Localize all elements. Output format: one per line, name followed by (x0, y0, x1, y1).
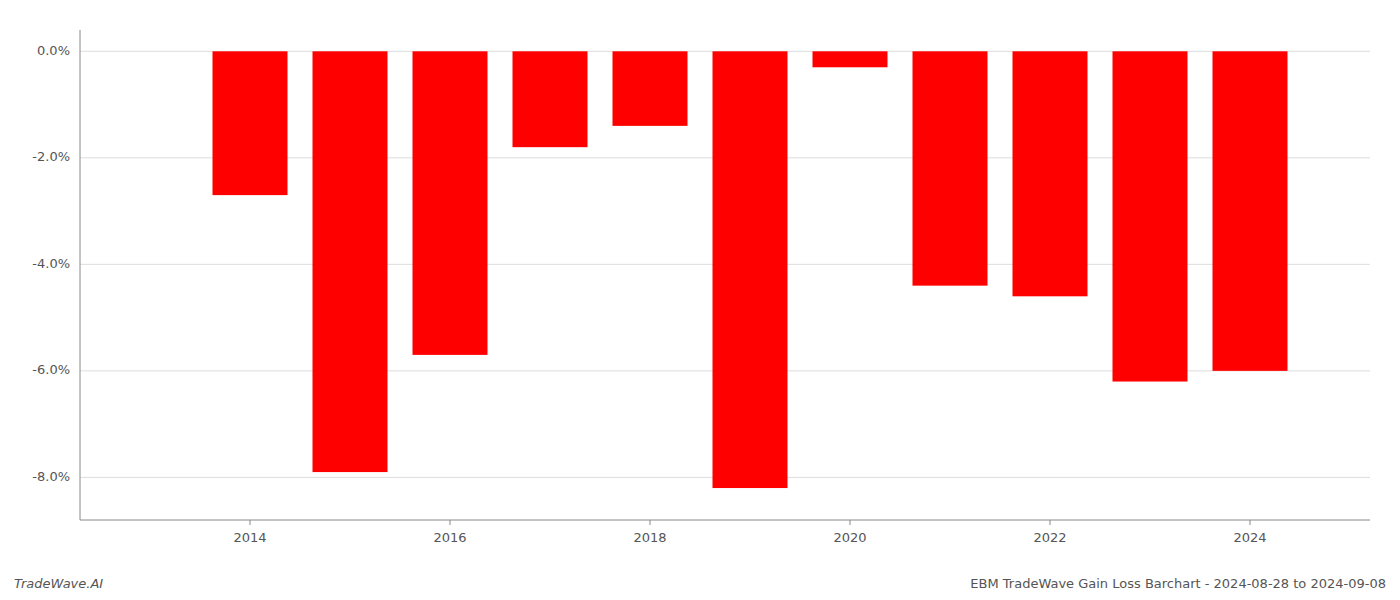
x-axis-line (80, 520, 1370, 521)
y-tick-label: -6.0% (32, 362, 70, 377)
bar (313, 51, 388, 472)
bars (213, 51, 1288, 488)
bar (1113, 51, 1188, 381)
chart: 0.0% -2.0% -4.0% -6.0% -8.0% 2014 2016 2018 2020… (0, 0, 1400, 600)
x-tick (650, 520, 651, 525)
x-tick (1250, 520, 1251, 525)
x-tick-label: 2022 (1033, 530, 1066, 545)
x-tick-label: 2018 (633, 530, 666, 545)
y-tick-label: -8.0% (32, 469, 70, 484)
x-tick (1050, 520, 1051, 525)
x-tick-label: 2016 (433, 530, 466, 545)
bar (513, 51, 588, 147)
bar (613, 51, 688, 126)
x-tick (850, 520, 851, 525)
x-tick (450, 520, 451, 525)
y-tick-label: -4.0% (32, 256, 70, 271)
bar (413, 51, 488, 355)
y-axis: 0.0% -2.0% -4.0% -6.0% -8.0% (32, 30, 80, 520)
x-tick (250, 520, 251, 525)
bar (113, 51, 188, 52)
x-tick-label: 2014 (233, 530, 266, 545)
title: EBM TradeWave Gain Loss Barchart - 2024-… (970, 576, 1386, 591)
x-tick-label: 2024 (1233, 530, 1266, 545)
bar (913, 51, 988, 285)
y-tick-label: -2.0% (32, 149, 70, 164)
watermark: TradeWave.AI (14, 576, 103, 591)
bar (213, 51, 288, 195)
bar (1013, 51, 1088, 296)
y-tick-label: 0.0% (37, 43, 70, 58)
bar (1213, 51, 1288, 371)
bar (713, 51, 788, 488)
x-axis: 2014 2016 2018 2020 2022 2024 (80, 520, 1370, 545)
y-axis-line (80, 30, 81, 520)
bar (813, 51, 888, 67)
x-tick-label: 2020 (833, 530, 866, 545)
